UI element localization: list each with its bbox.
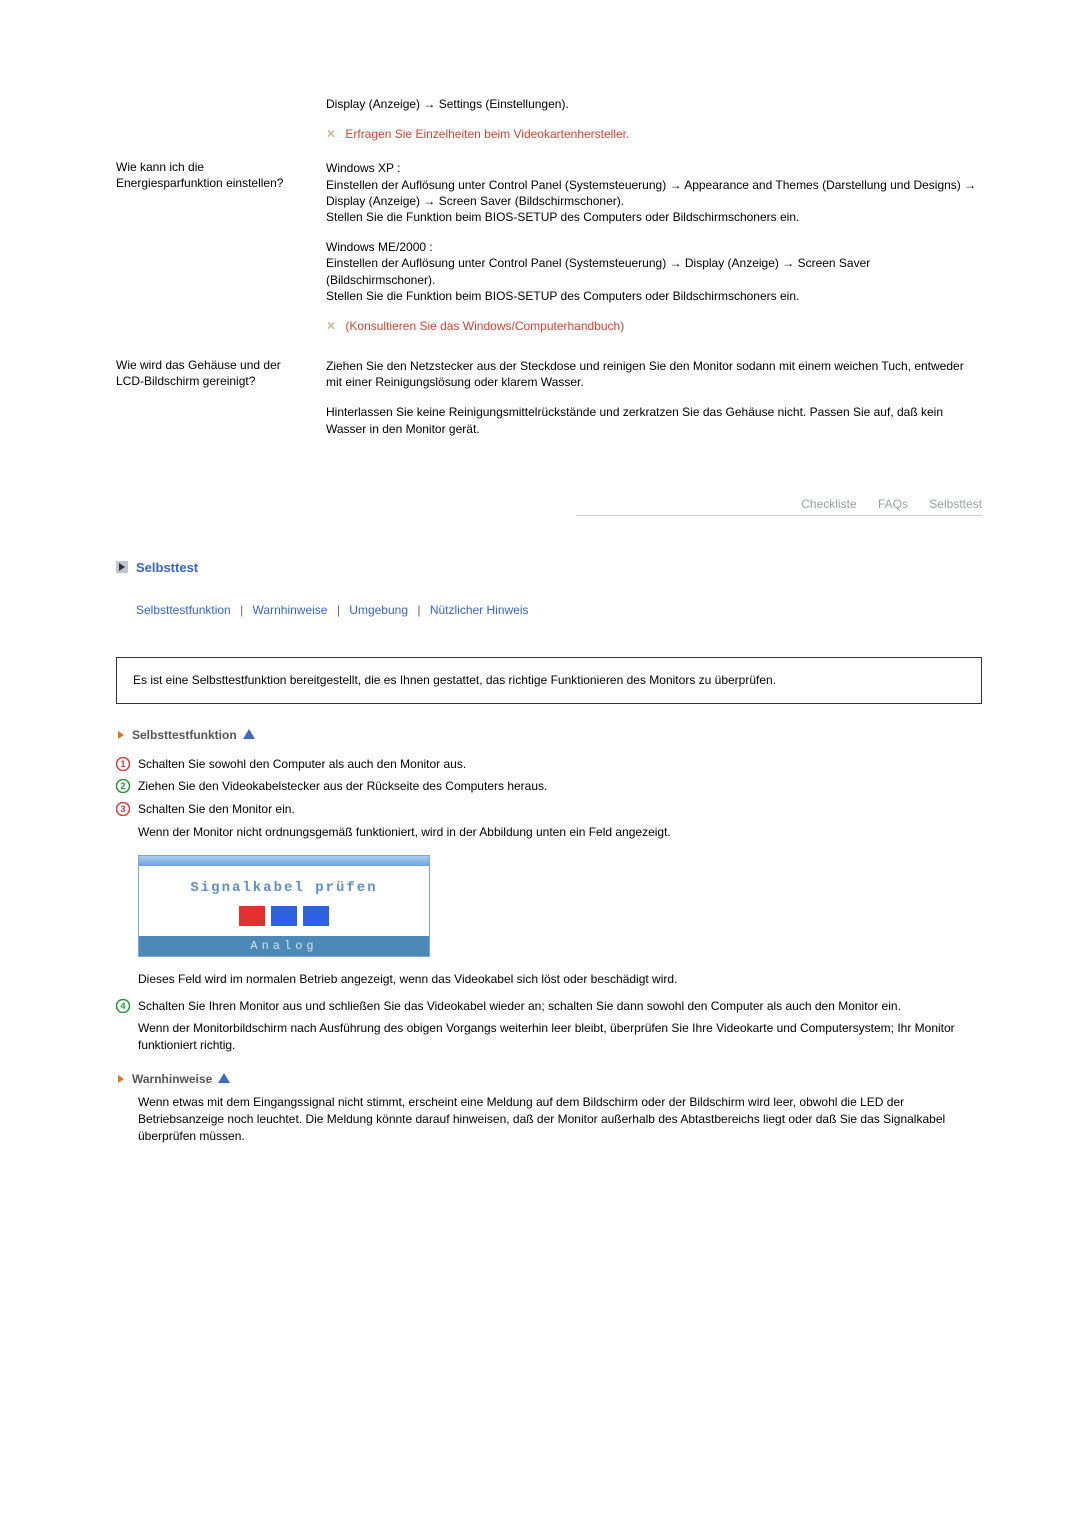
subnav-sep: | [417, 603, 420, 617]
tab-faqs[interactable]: FAQs [878, 497, 908, 511]
svg-text:1: 1 [120, 759, 125, 769]
step-3c-text: Dieses Feld wird im normalen Betrieb ang… [138, 971, 982, 988]
svg-text:3: 3 [120, 804, 125, 814]
section-title-selbsttest: Selbsttest [116, 560, 982, 575]
subnav: Selbsttestfunktion | Warnhinweise | Umge… [136, 603, 982, 617]
to-top-icon[interactable] [218, 1072, 230, 1086]
subnav-warnhinweise[interactable]: Warnhinweise [253, 603, 328, 617]
step-1-text: Schalten Sie sowohl den Computer als auc… [138, 756, 982, 773]
faq1-note-text: (Konsultieren Sie das Windows/Computerha… [345, 319, 624, 333]
color-box-red [239, 906, 265, 926]
svg-text:2: 2 [120, 781, 125, 791]
signal-panel-label: Signalkabel prüfen [139, 880, 429, 896]
faq-intro-text: Display (Anzeige) → Settings (Einstellun… [326, 96, 982, 112]
tab-underline [576, 515, 982, 516]
info-box: Es ist eine Selbsttestfunktion bereitges… [116, 657, 982, 704]
svg-text:4: 4 [120, 1001, 125, 1011]
note-x-icon: ✕ [326, 319, 336, 333]
faq-answer-intro: Display (Anzeige) → Settings (Einstellun… [326, 96, 982, 156]
section-arrow-icon [116, 561, 128, 573]
to-top-icon[interactable] [243, 728, 255, 742]
subsection-arrow-icon [116, 1074, 126, 1084]
subsection-warnhinweise: Warnhinweise [116, 1072, 982, 1086]
subsection-arrow-icon [116, 730, 126, 740]
step-badge-4-icon: 4 [116, 999, 130, 1013]
step-4b-text: Wenn der Monitorbildschirm nach Ausführu… [138, 1020, 982, 1054]
subsection-2-title: Warnhinweise [132, 1072, 212, 1086]
step-badge-3-icon: 3 [116, 802, 130, 816]
tab-checkliste[interactable]: Checkliste [801, 497, 856, 511]
step-3b-text: Wenn der Monitor nicht ordnungsgemäß fun… [138, 824, 982, 841]
faq1-answer-1: Windows XP : Einstellen der Auflösung un… [326, 160, 982, 225]
faq2-answer-2: Hinterlassen Sie keine Reinigungsmittelr… [326, 404, 982, 436]
subnav-sep: | [337, 603, 340, 617]
color-box-blue-2 [303, 906, 329, 926]
signal-panel-footer: Analog [139, 936, 429, 956]
section-title-text: Selbsttest [136, 560, 198, 575]
note-x-icon: ✕ [326, 127, 336, 141]
signal-panel-color-boxes [139, 906, 429, 926]
tab-selbsttest[interactable]: Selbsttest [929, 497, 982, 511]
faq1-answer-2: Windows ME/2000 : Einstellen der Auflösu… [326, 239, 982, 304]
step-2-text: Ziehen Sie den Videokabelstecker aus der… [138, 778, 982, 795]
step-3-text: Schalten Sie den Monitor ein. [138, 801, 982, 818]
warn-text: Wenn etwas mit dem Eingangssignal nicht … [138, 1094, 982, 1144]
color-box-blue-1 [271, 906, 297, 926]
faq-intro-note: ✕ Erfragen Sie Einzelheiten beim Videoka… [326, 126, 982, 142]
faq1-question: Wie kann ich die Energiesparfunktion ein… [116, 160, 326, 191]
tab-bar: Checkliste FAQs Selbsttest [116, 497, 982, 516]
step-badge-2-icon: 2 [116, 779, 130, 793]
signal-check-panel: Signalkabel prüfen Analog [138, 855, 430, 957]
step-badge-1-icon: 1 [116, 757, 130, 771]
faq2-question: Wie wird das Gehäuse und der LCD-Bildsch… [116, 358, 326, 389]
faq2-answer-1: Ziehen Sie den Netzstecker aus der Steck… [326, 358, 982, 390]
subnav-umgebung[interactable]: Umgebung [349, 603, 408, 617]
subnav-sep: | [240, 603, 243, 617]
signal-panel-header [139, 856, 429, 866]
faq1-note: ✕ (Konsultieren Sie das Windows/Computer… [326, 318, 982, 334]
subsection-selbsttestfunktion: Selbsttestfunktion [116, 728, 982, 742]
faq-intro-note-text: Erfragen Sie Einzelheiten beim Videokart… [345, 127, 629, 141]
signal-panel-footer-text: Analog [250, 939, 317, 953]
subnav-hinweis[interactable]: Nützlicher Hinweis [430, 603, 529, 617]
subnav-selbsttestfunktion[interactable]: Selbsttestfunktion [136, 603, 231, 617]
subsection-1-title: Selbsttestfunktion [132, 728, 237, 742]
step-4-text: Schalten Sie Ihren Monitor aus und schli… [138, 998, 982, 1015]
